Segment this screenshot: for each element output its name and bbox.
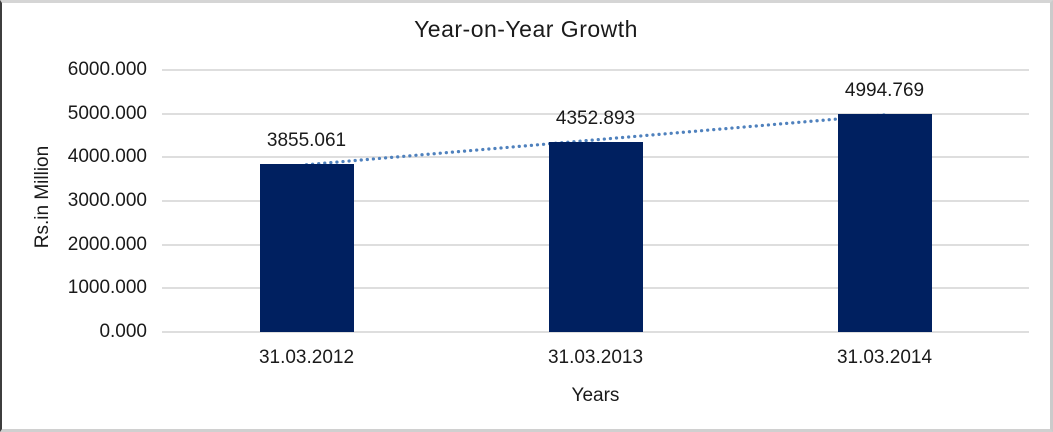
y-axis-tick-label: 5000.000: [67, 102, 147, 124]
bar-31.03.2013: [548, 141, 643, 332]
chart-title: Year-on-Year Growth: [414, 16, 638, 42]
x-axis-category-label: 31.03.2014: [836, 347, 933, 368]
x-axis-category-label: 31.03.2013: [547, 347, 644, 368]
y-axis-tick-label: 4000.000: [67, 146, 147, 168]
y-axis-tick-label: 6000.000: [67, 59, 147, 80]
data-label: 4994.769: [844, 79, 925, 101]
y-axis-tick-label: 1000.000: [67, 277, 147, 299]
x-axis-category-label: 31.03.2012: [258, 347, 355, 368]
bar-31.03.2012: [259, 163, 354, 332]
y-axis-tick-label: 3000.000: [67, 190, 147, 211]
y-axis-tick-label: 0.000: [99, 321, 147, 342]
x-axis-title: Years: [571, 385, 620, 406]
bar-31.03.2014: [837, 113, 932, 332]
gridline: [162, 69, 1029, 71]
gridline: [162, 331, 1029, 333]
y-axis-tick-label: 2000.000: [67, 233, 147, 255]
data-label: 4352.893: [555, 107, 636, 129]
data-label: 3855.061: [266, 129, 347, 151]
